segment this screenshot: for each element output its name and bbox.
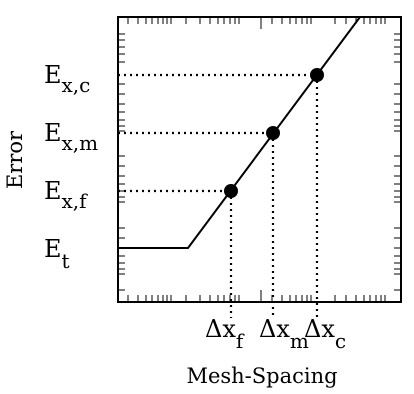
axis-tick-marks (117, 17, 402, 303)
xtick-dx-f: Δxf (205, 315, 245, 353)
ytick-e-t-sub: t (62, 249, 70, 273)
ytick-e-xc-main: E (44, 61, 62, 89)
dotted-guide-lines (118, 73, 319, 318)
marker-dx-f (224, 184, 238, 198)
ytick-e-xf: Ex,f (44, 177, 88, 213)
ytick-e-t-main: E (44, 235, 62, 263)
xtick-dx-c-sub: c (335, 329, 346, 353)
ytick-e-xf-sub: x,f (62, 189, 89, 213)
xtick-dx-c: Δxc (304, 315, 346, 353)
ytick-e-xm-main: E (44, 119, 62, 147)
marker-dx-m (266, 126, 280, 140)
xtick-dx-c-main: Δx (304, 315, 335, 343)
xtick-dx-m-main: Δx (259, 315, 290, 343)
x-axis-title: Mesh-Spacing (186, 364, 337, 388)
error-curve (118, 16, 361, 249)
marker-dx-c (310, 68, 324, 82)
ytick-e-xc-sub: x,c (62, 73, 91, 97)
y-axis-title: Error (3, 130, 27, 189)
xtick-dx-m-sub: m (290, 329, 309, 353)
ytick-e-xc: Ex,c (44, 61, 90, 97)
plot-frame (117, 16, 402, 303)
ytick-e-xf-main: E (44, 177, 62, 205)
ytick-e-t: Et (44, 235, 70, 273)
xtick-dx-f-main: Δx (205, 315, 236, 343)
xtick-dx-f-sub: f (236, 329, 245, 353)
ytick-e-xm-sub: x,m (62, 131, 99, 155)
data-points (224, 68, 324, 198)
xtick-dx-m: Δxm (259, 315, 309, 353)
ytick-e-xm: Ex,m (44, 119, 98, 155)
